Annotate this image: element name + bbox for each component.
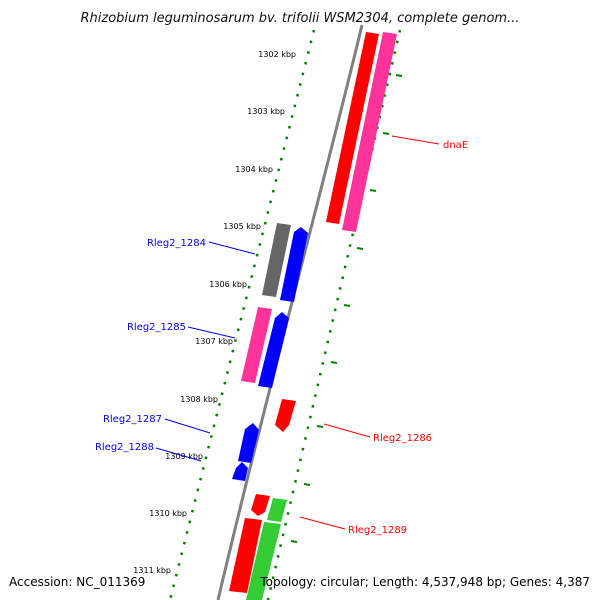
inner-ruler-ticks (290, 74, 403, 543)
tick-label-1306: 1306 kbp (209, 280, 247, 289)
leader-lines (155, 135, 440, 530)
tick-label-1302: 1302 kbp (258, 50, 296, 59)
leader-line-dnae (391, 135, 440, 145)
gene-bar-green-lower[interactable] (246, 522, 281, 600)
outer-ruler-line (168, 29, 316, 600)
leader-line-rleg2-1286 (323, 423, 371, 438)
tick-label-1303: 1303 kbp (247, 107, 285, 116)
gene-bar-pink-dnae[interactable] (342, 32, 397, 232)
gene-bar-blue-rleg2-1285[interactable] (258, 312, 289, 388)
gene-label-rleg2-1285[interactable]: Rleg2_1285 (127, 322, 186, 333)
leader-line-rleg2-1289 (299, 516, 346, 530)
leader-line-rleg2-1285 (187, 326, 236, 339)
gene-bar-pink-rleg2-1285[interactable] (241, 307, 272, 383)
gene-bar-red-rleg2-1286[interactable] (275, 399, 296, 432)
tick-label-1305: 1305 kbp (223, 222, 261, 231)
tick-label-1307: 1307 kbp (195, 337, 233, 346)
accession-text: Accession: NC_011369 (9, 575, 145, 589)
gene-bar-blue-rleg2-1287[interactable] (238, 423, 259, 463)
gene-bar-blue-rleg2-1284[interactable] (280, 227, 308, 302)
gene-bar-blue-rleg2-1288[interactable] (232, 462, 248, 481)
tick-label-1310: 1310 kbp (149, 509, 187, 518)
map-title: Rhizobium leguminosarum bv. trifolii WSM… (81, 11, 520, 26)
gene-bar-red-dnae[interactable] (326, 32, 379, 224)
gene-label-rleg2-1284[interactable]: Rleg2_1284 (147, 238, 206, 249)
tick-label-1311: 1311 kbp (133, 566, 171, 575)
tick-label-1304: 1304 kbp (235, 165, 273, 174)
gene-label-rleg2-1289[interactable]: Rleg2_1289 (348, 525, 407, 536)
gene-label-rleg2-1287[interactable]: Rleg2_1287 (103, 414, 162, 425)
genome-backbone (216, 24, 364, 600)
gene-label-rleg2-1286[interactable]: Rleg2_1286 (373, 433, 432, 444)
tick-labels: 1302 kbp 1303 kbp 1304 kbp 1305 kbp 1306… (133, 50, 296, 575)
leader-line-rleg2-1287 (164, 418, 211, 434)
gene-label-rleg2-1288[interactable]: Rleg2_1288 (95, 442, 154, 453)
gene-label-dnae[interactable]: dnaE (443, 140, 468, 151)
tick-label-1308: 1308 kbp (180, 395, 218, 404)
leader-line-rleg2-1288 (155, 447, 202, 462)
gene-bar-red-lower[interactable] (229, 518, 262, 593)
gene-bar-gray-rleg2-1284[interactable] (262, 223, 291, 297)
topology-text: Topology: circular; Length: 4,537,948 bp… (259, 575, 590, 589)
leader-line-rleg2-1284 (208, 241, 256, 255)
gene-bar-green-upper[interactable] (267, 498, 287, 522)
gene-bar-red-rleg2-1289-head[interactable] (251, 494, 270, 516)
